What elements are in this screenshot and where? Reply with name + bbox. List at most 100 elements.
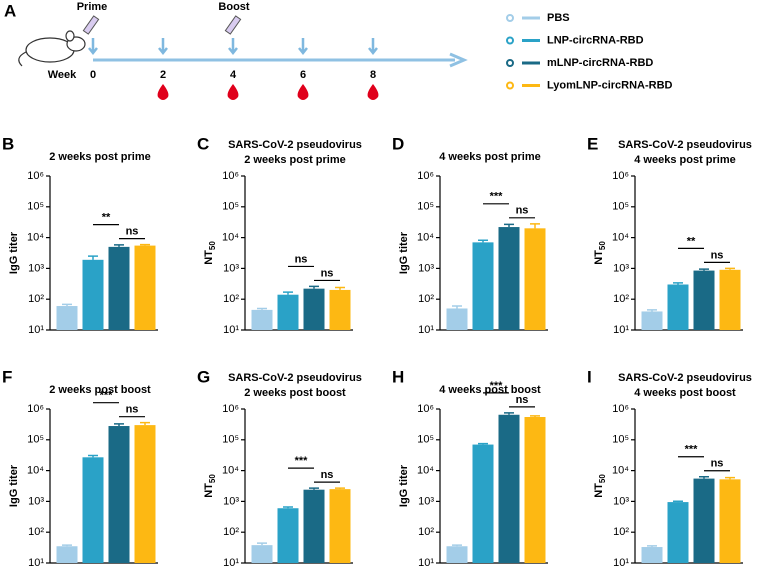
bar (134, 425, 156, 563)
significance-label: ns (321, 267, 334, 279)
error-bar (140, 243, 150, 246)
error-bar (647, 309, 657, 312)
bar (82, 457, 104, 563)
y-axis-label-subscript: 50 (598, 241, 607, 250)
y-tick-label: 10⁶ (612, 403, 629, 415)
prime-label: Prime (77, 1, 108, 13)
timeline-arrow (298, 38, 308, 56)
y-axis-label-subscript: 50 (208, 474, 217, 483)
panel-label: C (197, 134, 209, 153)
boost-label: Boost (218, 1, 250, 13)
y-tick-label: 10⁵ (222, 201, 239, 213)
y-axis-label: IgG titer (8, 464, 20, 507)
legend-label: LNP-circRNA-RBD (547, 34, 644, 46)
bar (524, 416, 546, 563)
chart-title: 2 weeks post prime (49, 151, 151, 163)
bar (303, 489, 325, 563)
bar (446, 546, 468, 563)
panel-label: F (2, 367, 12, 386)
chart-title: 4 weeks post prime (439, 151, 541, 163)
y-tick-label: 10¹ (223, 557, 239, 569)
y-tick-label: 10³ (28, 262, 44, 274)
y-axis-label-text: IgG titer (8, 231, 20, 274)
bar (277, 294, 299, 330)
y-axis-label: NT50 (593, 241, 607, 265)
bar (277, 508, 299, 563)
bar (498, 227, 520, 330)
error-bar (88, 454, 98, 458)
error-bar (725, 267, 735, 270)
bar (329, 489, 351, 563)
legend-marker (506, 59, 514, 67)
y-tick-label: 10⁴ (612, 465, 629, 477)
timeline-arrowhead (449, 52, 468, 68)
error-bar (504, 412, 514, 415)
bar (693, 270, 715, 330)
bar (719, 479, 741, 563)
bar (667, 284, 689, 330)
error-bar (257, 542, 267, 546)
panel-label: E (587, 134, 598, 153)
significance-label: ns (295, 253, 308, 265)
y-tick-label: 10² (223, 526, 239, 538)
significance-label: ns (126, 226, 139, 238)
error-bar (452, 305, 462, 309)
y-tick-label: 10⁵ (27, 201, 44, 213)
y-tick-label: 10⁶ (222, 170, 239, 182)
blood-drop (367, 84, 379, 100)
significance-label: ns (711, 458, 724, 470)
error-bar (699, 268, 709, 271)
significance-label: ns (711, 249, 724, 261)
y-tick-label: 10⁵ (27, 434, 44, 446)
blood-drop (157, 84, 169, 100)
chart-subtitle: 4 weeks post boost (634, 387, 736, 399)
y-tick-label: 10⁶ (612, 170, 629, 182)
y-axis-label: NT50 (203, 241, 217, 265)
y-axis-label-subscript: 50 (208, 241, 217, 250)
y-tick-label: 10³ (613, 262, 629, 274)
error-bar (673, 282, 683, 285)
significance-label: ns (516, 394, 529, 406)
significance-label: ns (516, 205, 529, 217)
significance-label: *** (490, 191, 504, 203)
y-tick-label: 10³ (418, 495, 434, 507)
y-tick-label: 10³ (28, 495, 44, 507)
significance-label: *** (490, 380, 504, 392)
error-bar (673, 500, 683, 503)
y-tick-label: 10⁶ (417, 170, 434, 182)
error-bar (309, 487, 319, 490)
y-axis-label-text: IgG titer (398, 231, 410, 274)
bar (446, 308, 468, 330)
error-bar (478, 239, 488, 243)
y-axis-label: IgG titer (398, 464, 410, 507)
chart-title: SARS-CoV-2 pseudovirus (228, 372, 362, 384)
significance-label: *** (100, 390, 114, 402)
bar (56, 306, 78, 330)
y-axis-label-text: NT (593, 483, 605, 498)
y-tick-label: 10⁵ (612, 201, 629, 213)
error-bar (114, 244, 124, 247)
y-tick-label: 10⁴ (222, 465, 239, 477)
timeline-arrow (158, 38, 168, 56)
y-tick-label: 10² (223, 293, 239, 305)
significance-label: ns (126, 404, 139, 416)
error-bar (647, 545, 657, 548)
bar (251, 545, 273, 563)
blood-drop (227, 84, 239, 100)
week-number: 8 (370, 69, 376, 81)
y-tick-label: 10⁵ (417, 201, 434, 213)
error-bar (283, 291, 293, 295)
y-axis-label: IgG titer (398, 231, 410, 274)
panel-label: A (4, 1, 16, 20)
bar (82, 259, 104, 330)
y-tick-label: 10⁶ (417, 403, 434, 415)
y-tick-label: 10² (613, 526, 629, 538)
week-number: 0 (90, 69, 96, 81)
y-tick-label: 10³ (613, 495, 629, 507)
error-bar (62, 303, 72, 307)
significance-label: *** (295, 455, 309, 467)
y-axis-label-text: IgG titer (398, 464, 410, 507)
y-tick-label: 10⁵ (222, 434, 239, 446)
week-number: 4 (230, 69, 237, 81)
bar (329, 289, 351, 330)
